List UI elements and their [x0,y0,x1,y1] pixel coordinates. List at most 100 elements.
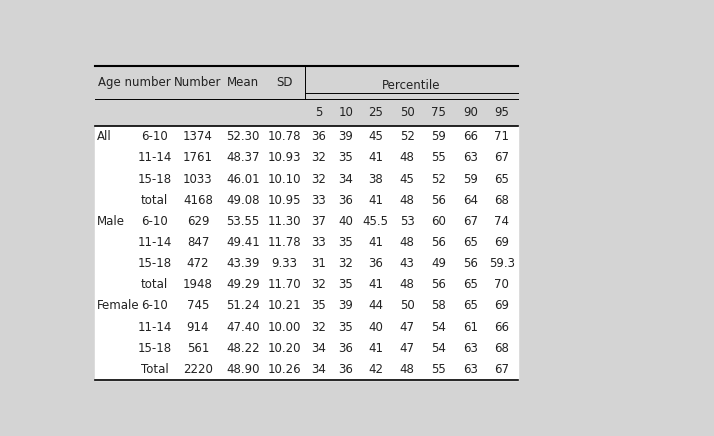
Text: 11.30: 11.30 [268,215,301,228]
Text: total: total [141,278,169,291]
Text: 70: 70 [494,278,509,291]
Text: 1033: 1033 [183,173,213,186]
Text: 55: 55 [431,151,446,164]
Text: Number: Number [174,76,222,89]
Text: 54: 54 [431,320,446,334]
Text: 63: 63 [463,151,478,164]
Text: 43: 43 [400,257,415,270]
Text: 41: 41 [368,278,383,291]
Text: 56: 56 [463,257,478,270]
Text: 10.95: 10.95 [268,194,301,207]
Text: 32: 32 [311,278,326,291]
Text: 90: 90 [463,106,478,119]
Text: 15-18: 15-18 [138,257,171,270]
Text: 35: 35 [311,300,326,313]
Text: 35: 35 [338,320,353,334]
Text: 48.22: 48.22 [226,342,260,355]
Text: 48: 48 [400,278,415,291]
Text: 75: 75 [431,106,446,119]
Text: 41: 41 [368,151,383,164]
Text: 34: 34 [338,173,353,186]
Text: 69: 69 [494,300,509,313]
Text: 42: 42 [368,363,383,376]
Text: 40: 40 [368,320,383,334]
Text: 32: 32 [311,151,326,164]
Text: 65: 65 [494,173,509,186]
Text: 10.10: 10.10 [268,173,301,186]
Text: 71: 71 [494,130,509,143]
Text: 59: 59 [463,173,478,186]
Bar [95,211,518,232]
Text: 66: 66 [463,130,478,143]
Text: 36: 36 [311,130,326,143]
Text: 56: 56 [431,194,446,207]
Text: 11-14: 11-14 [137,236,172,249]
Text: 31: 31 [311,257,326,270]
Text: 10.93: 10.93 [268,151,301,164]
Text: 61: 61 [463,320,478,334]
Text: 45: 45 [368,130,383,143]
Text: 11.70: 11.70 [268,278,301,291]
Text: 629: 629 [187,215,209,228]
Bar [95,359,518,380]
Text: 56: 56 [431,278,446,291]
Text: Male: Male [97,215,125,228]
Text: 34: 34 [311,363,326,376]
Text: 64: 64 [463,194,478,207]
Bar [95,337,518,359]
Bar [95,126,518,147]
Text: 35: 35 [338,278,353,291]
Text: 53.55: 53.55 [226,215,260,228]
Text: 40: 40 [338,215,353,228]
Text: 10: 10 [338,106,353,119]
Text: 5: 5 [315,106,322,119]
Text: 59.3: 59.3 [489,257,515,270]
Text: 67: 67 [494,151,509,164]
Text: 52.30: 52.30 [226,130,260,143]
Bar [95,99,518,126]
Text: 68: 68 [494,342,509,355]
Text: 1374: 1374 [183,130,213,143]
Text: 67: 67 [494,363,509,376]
Text: 32: 32 [311,173,326,186]
Text: 9.33: 9.33 [271,257,298,270]
Text: 39: 39 [338,130,353,143]
Text: 56: 56 [431,236,446,249]
Text: 45: 45 [400,173,415,186]
Text: 48: 48 [400,236,415,249]
Text: 43.39: 43.39 [226,257,260,270]
Text: 65: 65 [463,236,478,249]
Text: All: All [97,130,112,143]
Text: 53: 53 [400,215,415,228]
Text: 48: 48 [400,151,415,164]
Text: 48.90: 48.90 [226,363,260,376]
Text: 32: 32 [311,320,326,334]
Text: 10.78: 10.78 [268,130,301,143]
Bar [95,317,518,337]
Text: 6-10: 6-10 [141,215,168,228]
Text: 45.5: 45.5 [363,215,388,228]
Text: 51.24: 51.24 [226,300,260,313]
Text: Total: Total [141,363,169,376]
Text: 1948: 1948 [183,278,213,291]
Text: 44: 44 [368,300,383,313]
Text: 39: 39 [338,300,353,313]
Text: 63: 63 [463,342,478,355]
Bar [95,232,518,253]
Text: 95: 95 [494,106,509,119]
Text: 52: 52 [400,130,415,143]
Text: 1761: 1761 [183,151,213,164]
Text: 35: 35 [338,236,353,249]
Text: 68: 68 [494,194,509,207]
Text: 48.37: 48.37 [226,151,260,164]
Text: 55: 55 [431,363,446,376]
Text: 50: 50 [400,300,415,313]
Text: 49: 49 [431,257,446,270]
Text: 65: 65 [463,300,478,313]
Text: 49.41: 49.41 [226,236,260,249]
Text: 561: 561 [187,342,209,355]
Text: 37: 37 [311,215,326,228]
Text: Percentile: Percentile [382,79,441,92]
Text: 63: 63 [463,363,478,376]
Text: 36: 36 [368,257,383,270]
